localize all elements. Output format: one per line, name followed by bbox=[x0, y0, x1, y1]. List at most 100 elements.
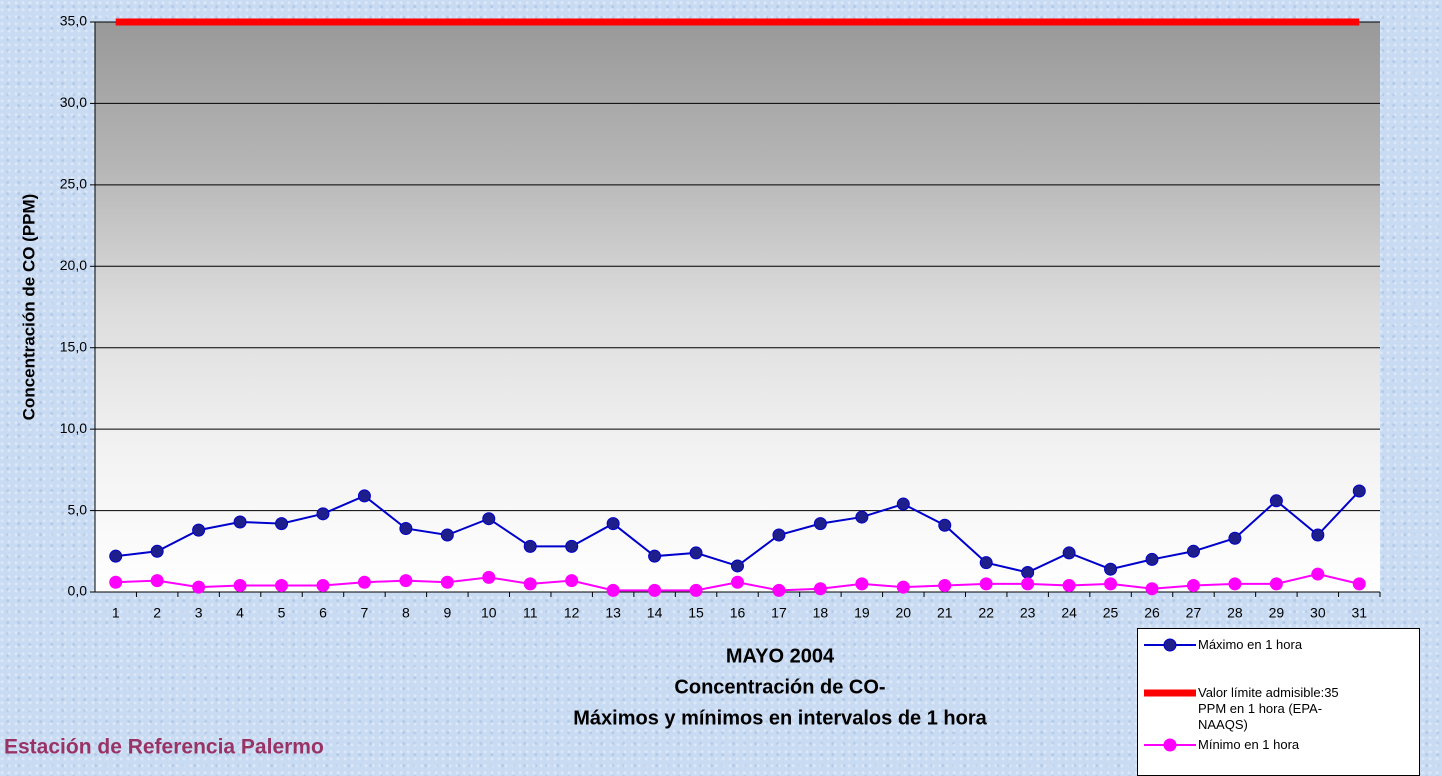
data-point bbox=[523, 539, 537, 553]
data-point bbox=[731, 559, 744, 573]
data-point bbox=[1145, 552, 1159, 566]
data-point bbox=[606, 583, 620, 597]
data-point bbox=[1228, 531, 1242, 545]
x-tick-label: 12 bbox=[564, 605, 580, 621]
data-point bbox=[150, 574, 164, 588]
data-point bbox=[1062, 546, 1076, 560]
legend-swatch bbox=[1144, 689, 1196, 697]
data-point bbox=[1269, 577, 1283, 591]
data-point bbox=[275, 517, 289, 531]
data-point bbox=[399, 574, 413, 588]
x-tick-label: 23 bbox=[1020, 605, 1036, 621]
data-point bbox=[192, 523, 206, 537]
legend-item: Valor límite admisible:35 PPM en 1 hora … bbox=[1142, 685, 1363, 733]
data-point bbox=[1311, 567, 1325, 581]
x-tick-label: 6 bbox=[319, 605, 327, 621]
x-tick-label: 18 bbox=[813, 605, 829, 621]
legend-label: Valor límite admisible:35 PPM en 1 hora … bbox=[1198, 685, 1339, 732]
data-point bbox=[150, 544, 164, 558]
y-tick-label: 5,0 bbox=[68, 501, 88, 517]
data-point bbox=[1062, 578, 1076, 592]
x-tick-label: 16 bbox=[730, 605, 746, 621]
data-point bbox=[316, 578, 330, 592]
x-tick-label: 7 bbox=[361, 605, 369, 621]
data-point bbox=[109, 575, 123, 589]
data-point bbox=[896, 497, 910, 511]
x-tick-label: 29 bbox=[1269, 605, 1285, 621]
legend-label: Mínimo en 1 hora bbox=[1198, 737, 1300, 752]
data-point bbox=[855, 577, 869, 591]
data-point bbox=[1186, 544, 1200, 558]
x-tick-label: 14 bbox=[647, 605, 663, 621]
data-point bbox=[896, 580, 910, 594]
x-tick-label: 5 bbox=[278, 605, 286, 621]
data-point bbox=[482, 570, 496, 584]
data-point bbox=[979, 556, 993, 570]
y-tick-label: 25,0 bbox=[60, 176, 87, 192]
y-tick-label: 15,0 bbox=[60, 338, 87, 354]
data-point bbox=[482, 512, 496, 526]
y-tick-label: 35,0 bbox=[60, 13, 87, 29]
chart-title: MAYO 2004 bbox=[726, 645, 835, 667]
data-point bbox=[938, 578, 952, 592]
data-point bbox=[813, 582, 827, 596]
x-tick-label: 22 bbox=[978, 605, 994, 621]
data-point bbox=[648, 583, 662, 597]
data-point bbox=[772, 583, 786, 597]
y-tick-label: 0,0 bbox=[68, 583, 88, 599]
data-point bbox=[813, 517, 827, 531]
x-tick-label: 4 bbox=[236, 605, 244, 621]
x-tick-label: 2 bbox=[153, 605, 161, 621]
data-point bbox=[1104, 577, 1118, 591]
legend-marker bbox=[1163, 638, 1177, 652]
x-tick-label: 20 bbox=[896, 605, 912, 621]
legend-label: Máximo en 1 hora bbox=[1198, 637, 1303, 652]
annotation: Estación de Referencia Palermo bbox=[4, 736, 324, 759]
data-point bbox=[192, 580, 206, 594]
x-tick-label: 11 bbox=[523, 605, 538, 621]
data-point bbox=[606, 517, 620, 531]
data-point bbox=[1269, 494, 1283, 508]
x-tick-label: 24 bbox=[1061, 605, 1077, 621]
data-point bbox=[1104, 562, 1118, 576]
data-point bbox=[1021, 577, 1035, 591]
x-tick-label: 9 bbox=[443, 605, 451, 621]
data-point bbox=[565, 574, 579, 588]
legend-swatch bbox=[1144, 638, 1196, 652]
x-tick-label: 10 bbox=[481, 605, 497, 621]
data-point bbox=[1352, 484, 1366, 498]
y-axis-title: Concentración de CO (PPM) bbox=[19, 194, 38, 421]
data-point bbox=[1311, 528, 1325, 542]
data-point bbox=[731, 575, 744, 589]
legend-item: Máximo en 1 hora bbox=[1142, 637, 1363, 653]
data-point bbox=[233, 515, 247, 529]
data-point bbox=[357, 575, 371, 589]
x-tick-label: 15 bbox=[688, 605, 704, 621]
x-tick-label: 1 bbox=[112, 605, 120, 621]
data-point bbox=[399, 521, 413, 535]
legend-marker bbox=[1163, 738, 1177, 752]
plot-area bbox=[95, 22, 1380, 592]
x-tick-label: 31 bbox=[1351, 605, 1367, 621]
data-point bbox=[275, 578, 289, 592]
data-point bbox=[855, 510, 869, 524]
x-tick-label: 30 bbox=[1310, 605, 1326, 621]
legend-item: Mínimo en 1 hora bbox=[1142, 737, 1363, 753]
data-point bbox=[565, 539, 579, 553]
data-point bbox=[1352, 577, 1366, 591]
x-tick-label: 25 bbox=[1103, 605, 1119, 621]
x-tick-label: 27 bbox=[1186, 605, 1202, 621]
data-point bbox=[1021, 565, 1035, 579]
data-point bbox=[1228, 577, 1242, 591]
x-tick-label: 8 bbox=[402, 605, 410, 621]
legend-swatch bbox=[1144, 738, 1196, 752]
chart-title: Máximos y mínimos en intervalos de 1 hor… bbox=[573, 707, 987, 729]
data-point bbox=[440, 528, 454, 542]
x-tick-label: 26 bbox=[1144, 605, 1160, 621]
x-tick-label: 17 bbox=[771, 605, 787, 621]
y-tick-label: 20,0 bbox=[60, 257, 87, 273]
data-point bbox=[689, 546, 703, 560]
data-point bbox=[648, 549, 662, 563]
